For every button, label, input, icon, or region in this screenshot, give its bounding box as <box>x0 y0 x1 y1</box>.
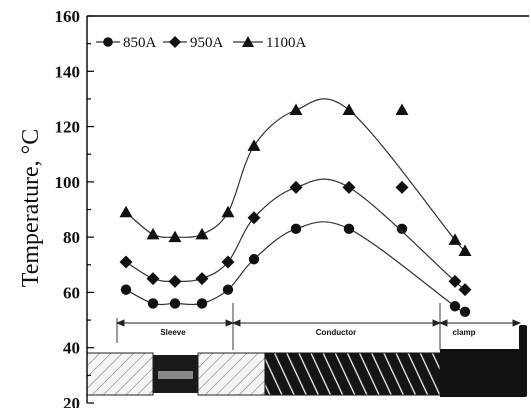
data-point-950A <box>146 272 160 286</box>
data-point-1100A <box>119 205 133 218</box>
arrow-sleeve-right-head <box>225 319 235 327</box>
sleeve-right-section <box>197 352 266 396</box>
y-axis-ticks: 20 40 60 80 100 120 140 160 <box>55 7 94 408</box>
cable-diagram <box>86 325 527 397</box>
region-label-conductor: Conductor <box>316 328 356 337</box>
data-point-850A <box>222 284 234 295</box>
data-point-850A <box>196 298 208 309</box>
data-point-950A <box>195 272 209 286</box>
region-label-clamp: clamp <box>452 328 475 337</box>
data-point-1100A <box>146 227 160 240</box>
series-line-950A <box>125 178 468 292</box>
arrow-conductor-right-head <box>432 319 442 327</box>
data-point-850A <box>169 298 181 309</box>
data-point-1100A <box>247 139 261 151</box>
data-point-950A <box>247 211 261 225</box>
conductor-section <box>264 352 441 396</box>
arrow-sleeve-left-head <box>115 319 125 327</box>
data-point-1100A <box>458 244 472 256</box>
legend-marker-950A <box>169 36 181 48</box>
data-point-850A <box>449 301 461 312</box>
data-point-950A <box>221 255 235 269</box>
data-point-950A <box>119 255 133 269</box>
legend-label-1100A: 1100A <box>266 35 306 51</box>
legend-label-950A: 950A <box>190 35 224 51</box>
axes <box>86 15 529 403</box>
y-tick-label: 20 <box>63 394 80 408</box>
data-point-1100A <box>221 205 235 218</box>
data-point-850A <box>396 223 408 235</box>
data-point-950A <box>448 274 462 288</box>
data-point-1100A <box>395 103 409 115</box>
arrow-clamp-left-head <box>438 319 448 327</box>
legend-marker-1100A <box>242 36 254 47</box>
y-axis-title: Temperature, °C <box>18 129 44 288</box>
y-tick-label: 140 <box>55 62 81 81</box>
series-line-850A <box>125 221 468 315</box>
data-point-1100A <box>289 103 303 115</box>
legend: 850A 950A 1100A <box>96 35 306 51</box>
clamp-section <box>440 349 520 397</box>
clamp-end-cap <box>519 325 527 397</box>
legend-marker-850A <box>103 37 113 47</box>
data-point-1100A <box>195 227 209 240</box>
data-point-950A <box>168 274 182 288</box>
arrow-clamp-right-head <box>512 319 522 327</box>
data-point-1100A <box>342 103 356 115</box>
y-tick-label: 100 <box>55 173 81 192</box>
y-tick-label: 120 <box>55 118 81 137</box>
data-point-850A <box>290 223 302 235</box>
data-point-1100A <box>448 233 462 245</box>
data-point-850A <box>248 254 260 265</box>
data-point-850A <box>459 306 471 317</box>
region-arrows <box>115 319 522 327</box>
series-line-1100A <box>125 98 468 255</box>
data-point-1100A <box>168 230 182 243</box>
data-point-950A <box>395 180 409 194</box>
data-point-850A <box>120 284 132 295</box>
region-labels: Sleeve Conductor clamp <box>160 328 475 337</box>
y-tick-label: 40 <box>63 339 80 358</box>
data-point-950A <box>458 283 472 297</box>
data-point-950A <box>289 180 303 194</box>
region-dividers <box>116 303 441 350</box>
y-tick-label: 60 <box>63 283 80 302</box>
region-label-sleeve: Sleeve <box>160 328 186 337</box>
arrow-conductor-left-head <box>231 319 241 327</box>
legend-label-850A: 850A <box>123 35 157 51</box>
plot-area <box>119 98 472 317</box>
data-point-850A <box>343 223 355 235</box>
y-tick-label: 80 <box>63 228 80 247</box>
data-point-950A <box>342 180 356 194</box>
sleeve-core-insert <box>158 371 193 379</box>
y-tick-label: 160 <box>55 7 81 26</box>
sleeve-left-section <box>86 352 154 396</box>
data-point-850A <box>147 298 159 309</box>
